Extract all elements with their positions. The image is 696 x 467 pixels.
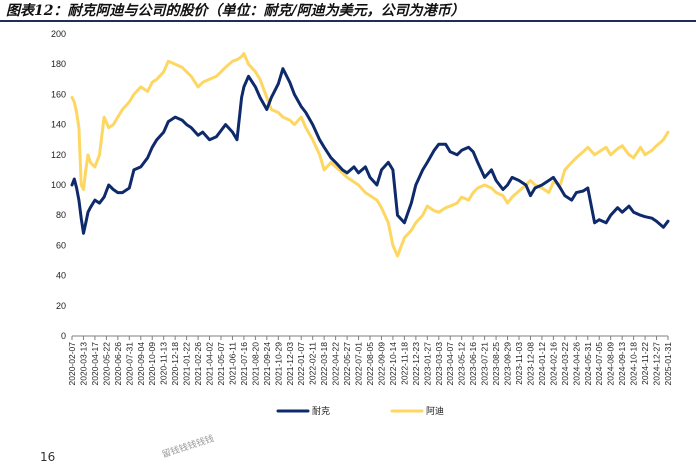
y-tick-label: 100	[51, 180, 66, 190]
x-tick-label: 2021-01-22	[182, 342, 192, 386]
x-tick-label: 2020-04-17	[90, 342, 100, 386]
x-tick-label: 2020-09-04	[136, 342, 146, 386]
x-tick-label: 2020-02-07	[67, 342, 77, 386]
x-tick-label: 2021-09-24	[262, 342, 272, 386]
y-axis: 0 20 40 60 80 100 120 140 160 180 200	[51, 29, 66, 341]
title-divider	[0, 20, 696, 22]
x-tick-label: 2023-08-25	[491, 342, 501, 386]
legend-label-adidas: 阿迪	[426, 405, 444, 417]
x-tick-label: 2023-05-12	[457, 342, 467, 386]
x-tick-label: 2024-04-26	[571, 342, 581, 386]
x-tick-label: 2020-11-13	[159, 342, 169, 385]
x-tick-label: 2022-09-09	[376, 342, 386, 386]
x-tick-label: 2024-02-16	[548, 342, 558, 386]
x-tick-label: 2022-10-14	[388, 342, 398, 386]
watermark: 留钱钱钱钱钱	[160, 434, 216, 461]
x-tick-label: 2024-11-22	[640, 342, 650, 385]
x-tick-label: 2023-12-08	[525, 342, 535, 386]
x-tick-label: 2021-12-03	[285, 342, 295, 386]
x-tick-label: 2021-07-16	[239, 342, 249, 386]
x-tick-label: 2020-03-13	[78, 342, 88, 386]
page-number: 16	[40, 450, 56, 464]
x-tick-label: 2023-04-07	[445, 342, 455, 386]
x-tick-label: 2022-02-11	[308, 342, 318, 385]
x-tick-label: 2022-08-05	[365, 342, 375, 386]
x-tick-label: 2021-05-07	[216, 342, 226, 386]
x-tick-label: 2024-07-05	[594, 342, 604, 386]
x-tick-label: 2024-10-18	[629, 342, 639, 386]
x-tick-label: 2022-07-01	[354, 342, 364, 386]
x-tick-label: 2024-12-27	[652, 342, 662, 386]
x-tick-label: 2020-10-09	[147, 342, 157, 386]
y-tick-label: 160	[51, 89, 66, 99]
x-tick-label: 2023-06-16	[468, 342, 478, 386]
x-tick-label: 2024-05-31	[583, 342, 593, 386]
series-line-nike	[70, 67, 670, 235]
y-tick-label: 140	[51, 120, 66, 130]
x-tick-label: 2022-03-18	[319, 342, 329, 386]
y-tick-label: 120	[51, 150, 66, 160]
x-tick-label: 2020-07-31	[124, 342, 134, 386]
x-tick-label: 2021-06-11	[227, 342, 237, 385]
x-tick-label: 2021-10-29	[273, 342, 283, 386]
x-tick-label: 2024-09-13	[617, 342, 627, 386]
legend-label-nike: 耐克	[312, 405, 330, 417]
x-tick-label: 2020-06-26	[113, 342, 123, 386]
x-tick-label: 2022-11-18	[399, 342, 409, 385]
x-tick-label: 2022-01-07	[296, 342, 306, 386]
x-tick-label: 2022-05-27	[342, 342, 352, 386]
x-tick-label: 2023-03-03	[434, 342, 444, 386]
y-tick-label: 0	[61, 331, 66, 341]
x-axis: 2020-02-07 2020-03-13 2020-04-17 2020-05-22…	[67, 335, 673, 386]
x-tick-label: 2025-01-31	[663, 342, 673, 386]
y-tick-label: 20	[56, 301, 66, 311]
x-tick-label: 2023-01-27	[422, 342, 432, 386]
x-tick-label: 2023-07-21	[480, 342, 490, 386]
x-tick-label: 2024-01-12	[537, 342, 547, 386]
y-tick-label: 80	[56, 210, 66, 220]
x-tick-label: 2021-02-26	[193, 342, 203, 386]
y-tick-label: 60	[56, 240, 66, 250]
x-tick-label: 2020-05-22	[101, 342, 111, 386]
y-tick-label: 40	[56, 271, 66, 281]
x-tick-label: 2020-12-18	[170, 342, 180, 386]
x-tick-label: 2021-04-02	[205, 342, 215, 386]
figure-title: 图表12：耐克阿迪与公司的股价（单位：耐克/阿迪为美元，公司为港币）	[6, 3, 465, 19]
x-tick-label: 2021-08-20	[250, 342, 260, 386]
x-tick-label: 2023-11-03	[514, 342, 524, 385]
chart-legend: 耐克 阿迪	[276, 405, 444, 417]
x-tick-label: 2023-09-29	[503, 342, 513, 386]
y-tick-label: 180	[51, 59, 66, 69]
y-tick-label: 200	[51, 29, 66, 39]
x-tick-label: 2024-08-09	[606, 342, 616, 386]
series-line-adidas	[70, 52, 670, 258]
x-tick-label: 2022-04-22	[331, 342, 341, 386]
x-tick-label: 2024-03-22	[560, 342, 570, 386]
x-tick-label: 2022-12-23	[411, 342, 421, 386]
series-layer	[70, 52, 670, 258]
